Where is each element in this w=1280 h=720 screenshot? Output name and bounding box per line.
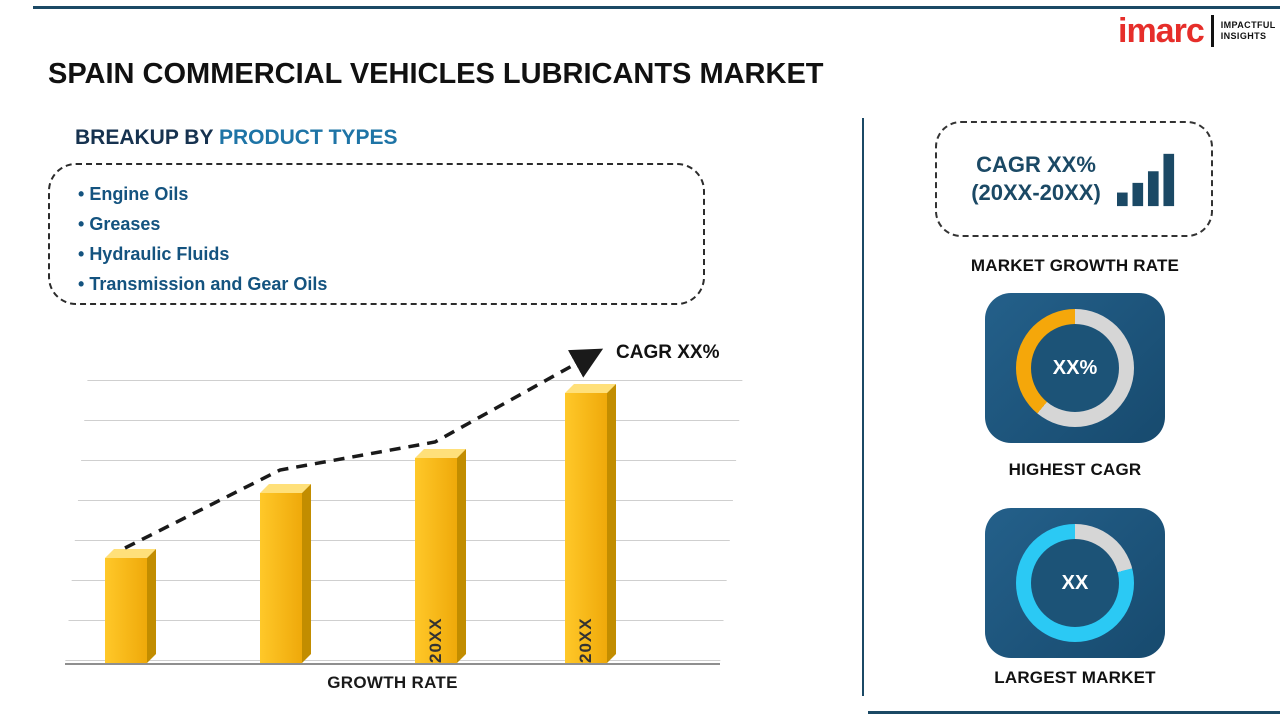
highest-cagr-value: XX% xyxy=(1052,356,1098,379)
chart-bar xyxy=(105,558,147,663)
logo-tagline-line2: INSIGHTS xyxy=(1220,31,1267,41)
imarc-logo-text: imarc xyxy=(1118,12,1205,50)
logo-divider xyxy=(1210,15,1214,47)
bottom-border-line xyxy=(868,711,1280,714)
product-type-item: Greases xyxy=(78,209,703,239)
chart-x-label: GROWTH RATE xyxy=(327,673,458,692)
vertical-divider xyxy=(862,118,864,696)
chart-bar: 20XX xyxy=(415,458,457,663)
chart-bars: 20XX 20XX xyxy=(65,380,720,665)
section-heading: BREAKUP BY PRODUCT TYPES xyxy=(75,126,397,150)
product-types-list: Engine OilsGreasesHydraulic FluidsTransm… xyxy=(50,165,703,299)
product-types-box: Engine OilsGreasesHydraulic FluidsTransm… xyxy=(48,163,705,305)
top-border-line xyxy=(33,6,1280,9)
chart-cagr-label: CAGR XX% xyxy=(616,342,720,363)
largest-market-label: LARGEST MARKET xyxy=(994,668,1156,687)
largest-market-donut: XX xyxy=(1016,524,1134,642)
market-growth-rate-label: MARKET GROWTH RATE xyxy=(970,256,1180,275)
chart-bar: 20XX xyxy=(565,393,607,663)
product-type-item: Transmission and Gear Oils xyxy=(78,269,703,299)
product-type-item: Hydraulic Fluids xyxy=(78,239,703,269)
logo-tagline: IMPACTFUL INSIGHTS xyxy=(1221,20,1276,42)
bar-value-label: 20XX xyxy=(576,617,595,663)
product-type-item: Engine Oils xyxy=(78,179,703,209)
highest-cagr-card: XX% xyxy=(985,293,1165,443)
growth-rate-chart: 20XX 20XX xyxy=(65,348,743,665)
highest-cagr-label: HIGHEST CAGR xyxy=(1008,460,1142,479)
page-title: SPAIN COMMERCIAL VEHICLES LUBRICANTS MAR… xyxy=(48,58,824,90)
largest-market-value: XX xyxy=(1061,571,1089,594)
cagr-box-line2: (20XX-20XX) xyxy=(971,180,1101,205)
cagr-box: CAGR XX% (20XX-20XX) xyxy=(935,121,1213,237)
bar-chart-icon xyxy=(1116,153,1174,207)
logo-tagline-line1: IMPACTFUL xyxy=(1220,20,1276,30)
imarc-logo: imarc IMPACTFUL INSIGHTS xyxy=(1118,14,1276,48)
heading-prefix: BREAKUP BY xyxy=(75,126,219,149)
bar-value-label: 20XX xyxy=(426,617,445,663)
cagr-box-text: CAGR XX% (20XX-20XX) xyxy=(971,151,1101,207)
cagr-box-line1: CAGR XX% xyxy=(976,152,1096,177)
highest-cagr-donut: XX% xyxy=(1016,309,1134,427)
largest-market-card: XX xyxy=(985,508,1165,658)
chart-baseline xyxy=(65,663,720,665)
heading-highlight: PRODUCT TYPES xyxy=(218,126,398,149)
chart-bar xyxy=(260,493,302,663)
